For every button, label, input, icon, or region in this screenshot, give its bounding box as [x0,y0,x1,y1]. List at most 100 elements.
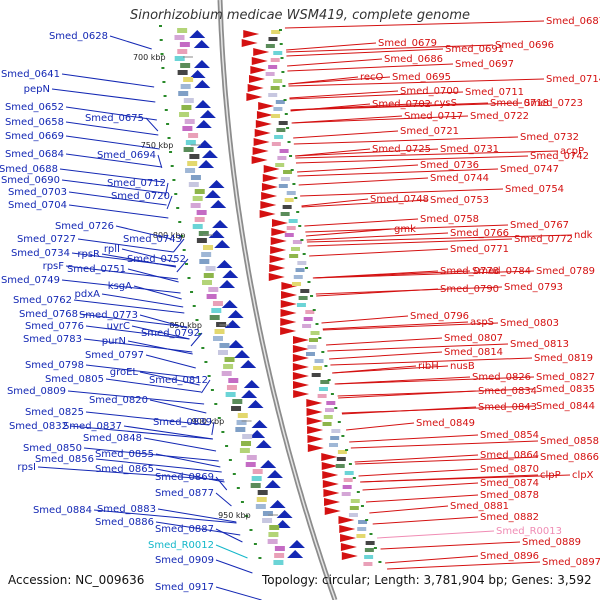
feature-tile-right [274,135,284,139]
feature-tile-left [174,35,185,40]
gene-label-right: Smed_0772 [514,234,573,245]
gene-label-right: recO [360,72,384,83]
gene-arrow-right [340,543,357,551]
leader-line-right [350,440,539,449]
feature-tile-left [199,259,210,264]
gene-arrow-right [280,300,297,308]
gene-arrow-right [306,399,323,407]
gc-dot-left [161,67,165,69]
feature-tile-right [350,499,360,503]
gene-label-right: Smed_0717 [404,111,463,122]
gc-dot-left [253,543,257,545]
leader-line-right [297,168,499,177]
leader-line-left [215,559,253,574]
feature-tile-left [269,525,280,530]
feature-tile-right [275,163,285,167]
gene-arrow-left [269,500,286,508]
feature-tile-left [223,364,234,369]
gene-label-left: Smed_0783 [23,334,82,345]
gene-arrow-left [216,260,233,268]
leader-line-right [337,388,535,397]
gc-dot-right [315,323,319,325]
leader-line-right [286,44,494,53]
feature-tile-right [265,44,275,48]
gc-dot-left [176,207,180,209]
feature-tile-right [300,289,310,293]
gene-arrow-right [280,318,297,326]
feature-tile-right [265,72,275,76]
feature-tile-right [302,324,312,328]
feature-tile-left [182,126,193,131]
feature-tile-left [180,84,191,89]
gc-dot-left [228,459,232,461]
leader-line-right [286,42,377,51]
gc-dot-left [180,235,184,237]
feature-tile-left [177,70,188,75]
gene-arrow-left [241,390,258,398]
feature-tile-left [262,511,273,516]
gene-label-left: Smed_0809 [7,386,66,397]
feature-tile-left [224,357,235,362]
leader-line-left [215,528,243,543]
gene-label-left: Smed_0749 [1,275,60,286]
gc-dot-right [341,435,345,437]
feature-tile-right [292,240,302,244]
gene-arrow-right [243,30,260,38]
leader-line-right [295,150,559,159]
feature-tile-right [329,443,339,447]
gene-arrow-right [251,57,268,65]
gc-dot-right [312,309,316,311]
leader-line-right [349,434,479,443]
feature-tile-right [271,30,281,34]
leader-line-left [59,168,164,183]
leader-line-left [68,191,167,206]
gene-label-right: Smed_0864 [480,450,539,461]
leader-line-right [306,232,449,241]
leader-line-left [215,586,262,600]
gc-dot-right [305,267,309,269]
gene-label-right: ribH [418,361,439,372]
gene-arrow-right [322,471,339,479]
gene-arrow-left [266,470,283,478]
gene-arrow-left [201,150,218,158]
gene-label-right: Smed_0866 [540,452,599,463]
gc-dot-right [287,141,291,143]
gene-label-right: acpP [560,146,584,157]
gene-arrow-right [269,264,286,272]
feature-tile-left [208,287,219,292]
gc-dot-right [302,253,306,255]
gene-label-left: Smed_0884 [33,505,92,516]
feature-tile-right [314,359,324,363]
feature-tile-right [310,331,320,335]
gene-arrow-right [292,363,309,371]
gc-dot-left [163,95,167,97]
gc-dot-right [298,225,302,227]
feature-tile-right [317,394,327,398]
gene-arrow-right [248,75,265,83]
gene-arrow-left [224,320,241,328]
gene-label-left: Smed_0856 [35,454,94,465]
leader-line-right [332,365,449,374]
feature-tile-right [363,562,373,566]
gene-label-right: Smed_0714 [546,74,600,85]
leader-line-left [127,340,193,355]
gene-arrow-left [276,510,293,518]
gene-arrow-right [307,444,324,452]
gc-dot-right [365,519,369,521]
leader-line-right [385,555,479,564]
gene-label-right: Smed_0878 [480,490,539,501]
gene-arrow-left [227,310,244,318]
feature-tile-left [183,77,194,82]
leader-line-right [326,337,443,346]
gc-dot-right [280,57,284,59]
feature-tile-right [268,65,278,69]
gene-arrow-left [221,300,238,308]
leader-line-left [155,521,241,536]
gene-label-right: Smed_0744 [430,173,489,184]
kbp-label: 800 kbp [153,231,186,240]
gc-dot-right [324,365,328,367]
leader-line-left [68,204,169,219]
feature-tile-right [349,506,359,510]
gene-label-right: Smed_0870 [480,464,539,475]
